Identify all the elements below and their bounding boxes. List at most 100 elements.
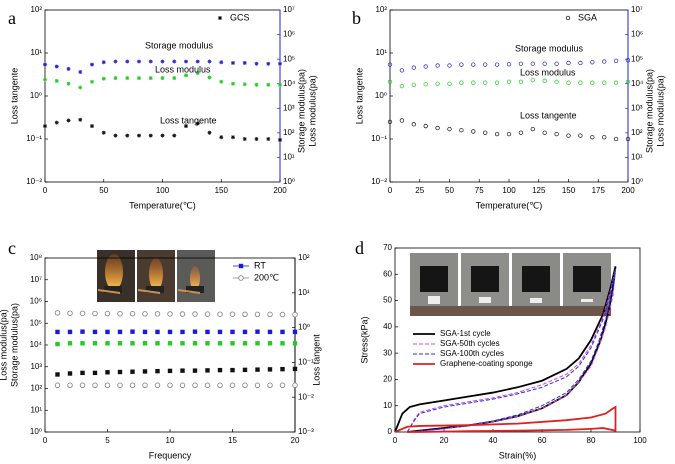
data-point bbox=[207, 130, 212, 135]
x-tick-label: 80 bbox=[587, 436, 596, 445]
legend-label: SGA-1st cycle bbox=[440, 329, 491, 338]
data-point bbox=[554, 131, 559, 137]
data-point bbox=[204, 311, 211, 317]
y2-axis-title: Storage modulus(pa) bbox=[644, 69, 654, 153]
data-point bbox=[578, 133, 583, 138]
data-point bbox=[267, 311, 273, 318]
x-axis-title: Strain(%) bbox=[499, 450, 537, 460]
panel-letter: d bbox=[355, 238, 364, 258]
data-point bbox=[125, 59, 130, 64]
data-point bbox=[494, 80, 500, 85]
data-point bbox=[266, 61, 271, 66]
data-point bbox=[518, 130, 524, 135]
data-point bbox=[92, 382, 98, 389]
data-point bbox=[195, 71, 200, 76]
data-point bbox=[148, 133, 153, 138]
data-point bbox=[242, 329, 248, 335]
data-point bbox=[267, 382, 273, 389]
y-tick-label: 10² bbox=[375, 5, 387, 14]
data-point bbox=[148, 76, 153, 81]
data-point bbox=[125, 133, 130, 138]
data-point bbox=[613, 80, 619, 85]
data-point bbox=[530, 61, 535, 66]
data-point bbox=[280, 341, 285, 346]
data-point bbox=[154, 382, 161, 389]
y2-axis-title: Loss modulus(pa) bbox=[655, 75, 665, 147]
data-point bbox=[518, 79, 524, 84]
panel-letter: a bbox=[8, 8, 16, 28]
y-tick-label: 10⁶ bbox=[30, 297, 42, 306]
x-tick-label: 0 bbox=[388, 186, 393, 195]
x-tick-label: 25 bbox=[415, 186, 424, 195]
y-tick-label: 10¹ bbox=[30, 405, 42, 414]
data-point bbox=[54, 78, 59, 83]
data-point bbox=[55, 329, 60, 335]
y-tick-label: 10¹ bbox=[375, 48, 387, 57]
data-point bbox=[117, 329, 123, 335]
x-tick-label: 125 bbox=[532, 186, 546, 195]
series-label: Loss modulus bbox=[155, 64, 211, 74]
series-label: Storage modulus bbox=[145, 40, 214, 50]
y-tick-label: 10⁰ bbox=[375, 91, 387, 100]
data-point bbox=[113, 133, 118, 138]
data-point bbox=[219, 79, 224, 84]
data-point bbox=[192, 329, 198, 334]
data-point bbox=[79, 382, 86, 389]
data-point bbox=[254, 137, 259, 141]
y-tick-label: 70 bbox=[383, 243, 392, 252]
data-point bbox=[67, 382, 73, 389]
data-point bbox=[67, 310, 73, 316]
data-point bbox=[387, 62, 393, 67]
data-point bbox=[55, 341, 60, 347]
data-point bbox=[167, 368, 173, 374]
x-tick-label: 40 bbox=[489, 436, 498, 445]
data-point bbox=[195, 121, 200, 126]
data-point bbox=[254, 382, 261, 389]
data-point bbox=[231, 135, 235, 140]
data-point bbox=[542, 61, 547, 66]
data-point bbox=[292, 311, 298, 318]
y-tick-label: 10⁷ bbox=[30, 275, 42, 284]
y2-tick-label: 10⁻¹ bbox=[298, 358, 314, 367]
data-point bbox=[54, 310, 61, 316]
data-point bbox=[105, 341, 110, 346]
data-point bbox=[104, 310, 111, 317]
data-point bbox=[142, 369, 148, 374]
data-point bbox=[80, 341, 85, 346]
data-point bbox=[590, 80, 595, 85]
data-point bbox=[167, 329, 173, 335]
data-point bbox=[43, 62, 47, 67]
data-point bbox=[447, 63, 452, 68]
y2-tick-label: 10⁴ bbox=[631, 79, 644, 88]
legend-label: SGA-100th cycles bbox=[440, 349, 504, 358]
data-point bbox=[459, 128, 464, 133]
data-point bbox=[167, 311, 173, 317]
data-point bbox=[192, 341, 198, 346]
y-tick-label: 10² bbox=[30, 5, 42, 14]
series-label: Loss tangente bbox=[520, 110, 577, 120]
data-point bbox=[92, 341, 98, 346]
data-point bbox=[67, 329, 73, 335]
data-point bbox=[435, 63, 440, 68]
x-tick-label: 50 bbox=[445, 186, 454, 195]
y-tick-label: 10⁰ bbox=[30, 427, 42, 436]
data-point bbox=[142, 341, 148, 346]
x-tick-label: 100 bbox=[502, 186, 516, 195]
data-point bbox=[590, 135, 595, 140]
data-point bbox=[254, 82, 259, 87]
data-point bbox=[459, 62, 464, 67]
y2-tick-label: 10⁵ bbox=[283, 54, 295, 63]
data-point bbox=[483, 130, 488, 135]
data-point bbox=[129, 382, 136, 389]
data-point bbox=[278, 82, 282, 87]
data-point bbox=[105, 370, 110, 375]
y2-tick-label: 10⁶ bbox=[283, 30, 295, 39]
data-point bbox=[530, 77, 535, 83]
series-line bbox=[394, 405, 617, 433]
y-tick-label: 60 bbox=[383, 269, 392, 278]
data-point bbox=[172, 59, 177, 64]
data-point bbox=[125, 76, 130, 81]
data-point bbox=[104, 382, 111, 389]
y-axis-title: Stress(kPa) bbox=[359, 316, 369, 363]
data-point bbox=[66, 118, 71, 123]
